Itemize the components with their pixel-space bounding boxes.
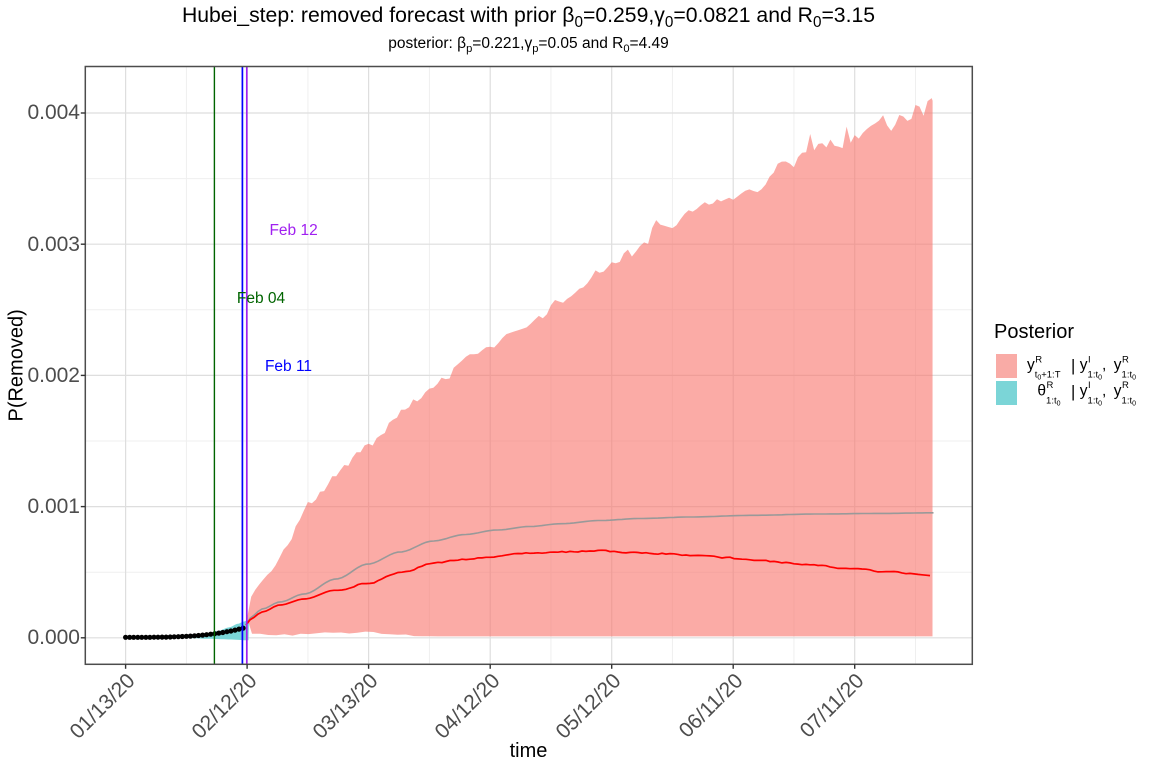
svg-text:1:t: 1:t	[1088, 395, 1099, 406]
svg-text:1:t: 1:t	[1088, 370, 1099, 381]
svg-text:0: 0	[1132, 400, 1136, 407]
svg-text:I: I	[1088, 354, 1091, 365]
svg-text:R: R	[1122, 380, 1129, 391]
svg-text:0: 0	[1098, 400, 1102, 407]
svg-text:|: |	[1071, 383, 1075, 401]
svg-text:0: 0	[1037, 375, 1041, 382]
svg-text:1:t: 1:t	[1122, 395, 1133, 406]
svg-text:1:t: 1:t	[1122, 370, 1133, 381]
svg-text:y: y	[1027, 357, 1035, 374]
svg-text:I: I	[1088, 380, 1091, 391]
svg-text:1:t: 1:t	[1046, 395, 1057, 406]
svg-text:+1:T: +1:T	[1041, 370, 1060, 381]
svg-text:P(Removed): P(Removed)	[6, 309, 28, 421]
svg-text:,: ,	[1102, 382, 1106, 399]
svg-text:y: y	[1080, 357, 1088, 374]
svg-text:y: y	[1114, 382, 1122, 399]
svg-text:R: R	[1047, 380, 1054, 391]
svg-text:R: R	[1122, 354, 1129, 365]
svg-text:0: 0	[1057, 400, 1061, 407]
svg-text:y: y	[1080, 382, 1088, 399]
svg-text:y: y	[1114, 357, 1122, 374]
svg-text:|: |	[1071, 357, 1075, 375]
svg-text:0: 0	[1132, 375, 1136, 382]
svg-text:t: t	[1035, 370, 1038, 381]
svg-text:R: R	[1035, 354, 1042, 365]
svg-text:0: 0	[1098, 375, 1102, 382]
svg-text:θ: θ	[1037, 382, 1046, 399]
svg-text:,: ,	[1102, 357, 1106, 374]
